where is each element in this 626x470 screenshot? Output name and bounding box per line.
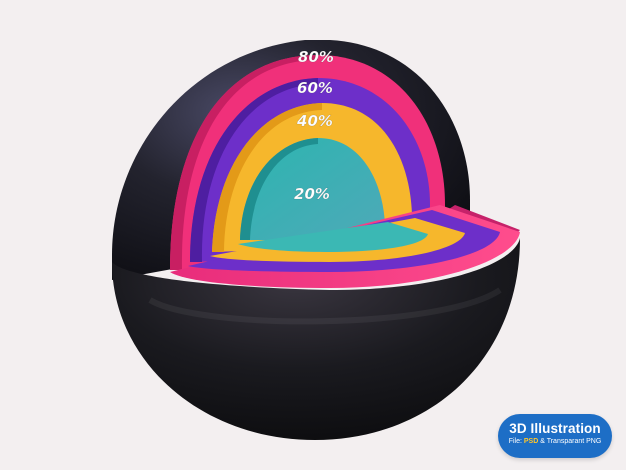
badge-subtitle: File: PSD & Transparant PNG bbox=[498, 436, 612, 448]
cut-floor-teal bbox=[238, 222, 428, 252]
label-20: 20% bbox=[294, 185, 330, 203]
illustration-badge: 3D Illustration File: PSD & Transparant … bbox=[498, 414, 612, 458]
badge-title: 3D Illustration bbox=[509, 421, 601, 436]
label-60: 60% bbox=[297, 79, 333, 97]
label-80: 80% bbox=[298, 48, 334, 66]
badge-format-psd: PSD bbox=[523, 438, 539, 445]
badge-sub-prefix: File: bbox=[508, 438, 524, 445]
sphere-bowl bbox=[112, 238, 520, 440]
label-40: 40% bbox=[296, 112, 333, 130]
badge-sub-joiner: & Transparant PNG bbox=[538, 438, 602, 445]
